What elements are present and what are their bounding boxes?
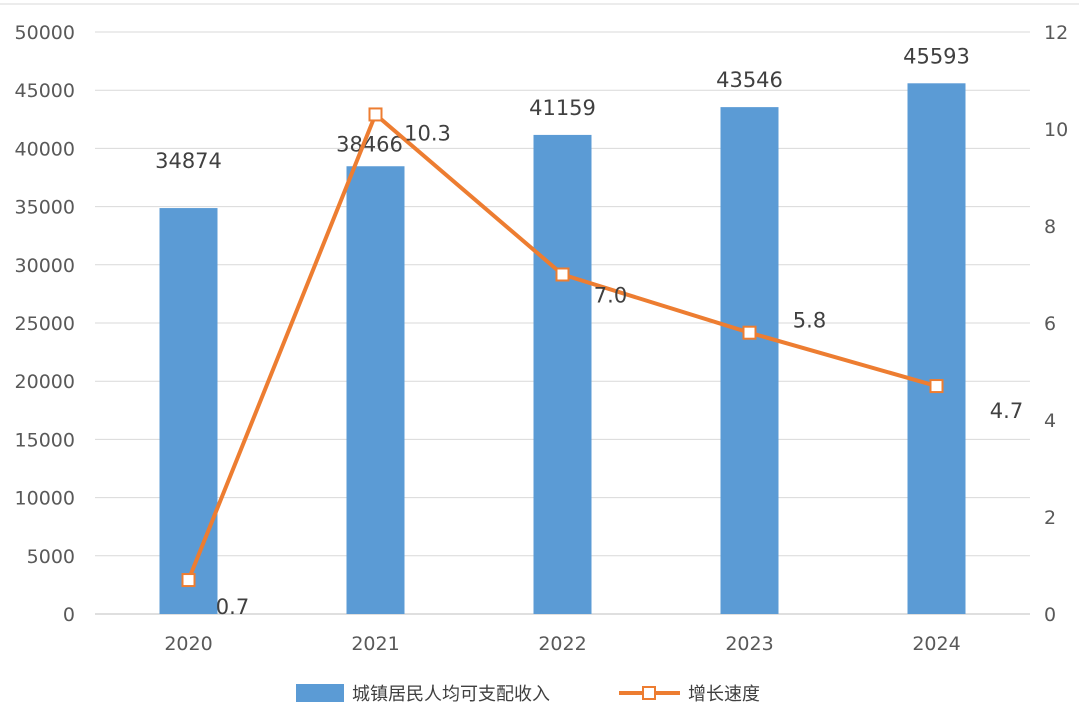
bar-series (159, 83, 966, 615)
x-tick-label: 2021 (351, 633, 399, 655)
line-data-labels: 0.7 10.3 7.0 5.8 4.7 (216, 121, 1023, 619)
right-y-tick-label: 10 (1044, 119, 1068, 141)
bar (533, 134, 592, 614)
left-y-tick-label: 0 (63, 604, 75, 626)
right-y-tick-label: 0 (1044, 604, 1056, 626)
legend-bar-swatch (296, 684, 344, 702)
left-y-tick-label: 45000 (15, 80, 75, 102)
left-y-tick-label: 20000 (15, 371, 75, 393)
x-tick-label: 2020 (164, 633, 212, 655)
right-y-tick-label: 12 (1044, 22, 1068, 44)
bar (346, 166, 405, 615)
bar-data-label: 43546 (716, 68, 783, 92)
line-data-label: 0.7 (216, 595, 249, 619)
line-marker (555, 267, 570, 282)
right-y-axis: 0 2 4 6 8 10 12 (1044, 22, 1068, 626)
bar-data-label: 34874 (155, 149, 222, 173)
bar-data-label: 41159 (529, 96, 596, 120)
legend-line-label: 增长速度 (688, 684, 760, 705)
x-tick-label: 2024 (912, 633, 960, 655)
left-y-tick-label: 35000 (15, 197, 75, 219)
line-marker (742, 325, 757, 340)
legend: 城镇居民人均可支配收入 增长速度 (296, 684, 760, 705)
x-tick-label: 2023 (725, 633, 773, 655)
line-data-label: 7.0 (594, 284, 627, 308)
right-y-tick-label: 2 (1044, 507, 1056, 529)
bar (159, 208, 218, 614)
right-y-tick-label: 8 (1044, 216, 1056, 238)
bar-data-label: 38466 (336, 132, 403, 156)
bar-data-label: 45593 (903, 44, 970, 68)
left-y-tick-label: 15000 (15, 429, 75, 451)
bar (720, 107, 779, 614)
bar-data-labels: 34874 38466 41159 43546 45593 (155, 44, 970, 173)
left-y-tick-label: 40000 (15, 138, 75, 160)
left-y-tick-label: 30000 (15, 255, 75, 277)
bar (907, 83, 966, 614)
left-y-axis: 0 5000 10000 15000 20000 25000 30000 35000 40000… (15, 22, 75, 626)
line-data-label: 5.8 (793, 309, 826, 333)
right-y-tick-label: 4 (1044, 410, 1056, 432)
left-y-tick-label: 10000 (15, 488, 75, 510)
line-data-label: 4.7 (990, 399, 1023, 423)
left-y-tick-label: 50000 (15, 22, 75, 44)
line-data-label: 10.3 (404, 121, 451, 145)
line-marker (368, 107, 383, 122)
left-y-tick-label: 5000 (27, 546, 75, 568)
legend-line-marker (642, 686, 656, 700)
legend-bar-label: 城镇居民人均可支配收入 (352, 684, 550, 705)
line-marker (181, 573, 196, 588)
line-series (181, 107, 944, 588)
line-marker (929, 379, 944, 394)
left-y-tick-label: 25000 (15, 313, 75, 335)
right-y-tick-label: 6 (1044, 313, 1056, 335)
x-tick-label: 2022 (538, 633, 586, 655)
x-axis: 2020 2021 2022 2023 2024 (164, 633, 960, 655)
